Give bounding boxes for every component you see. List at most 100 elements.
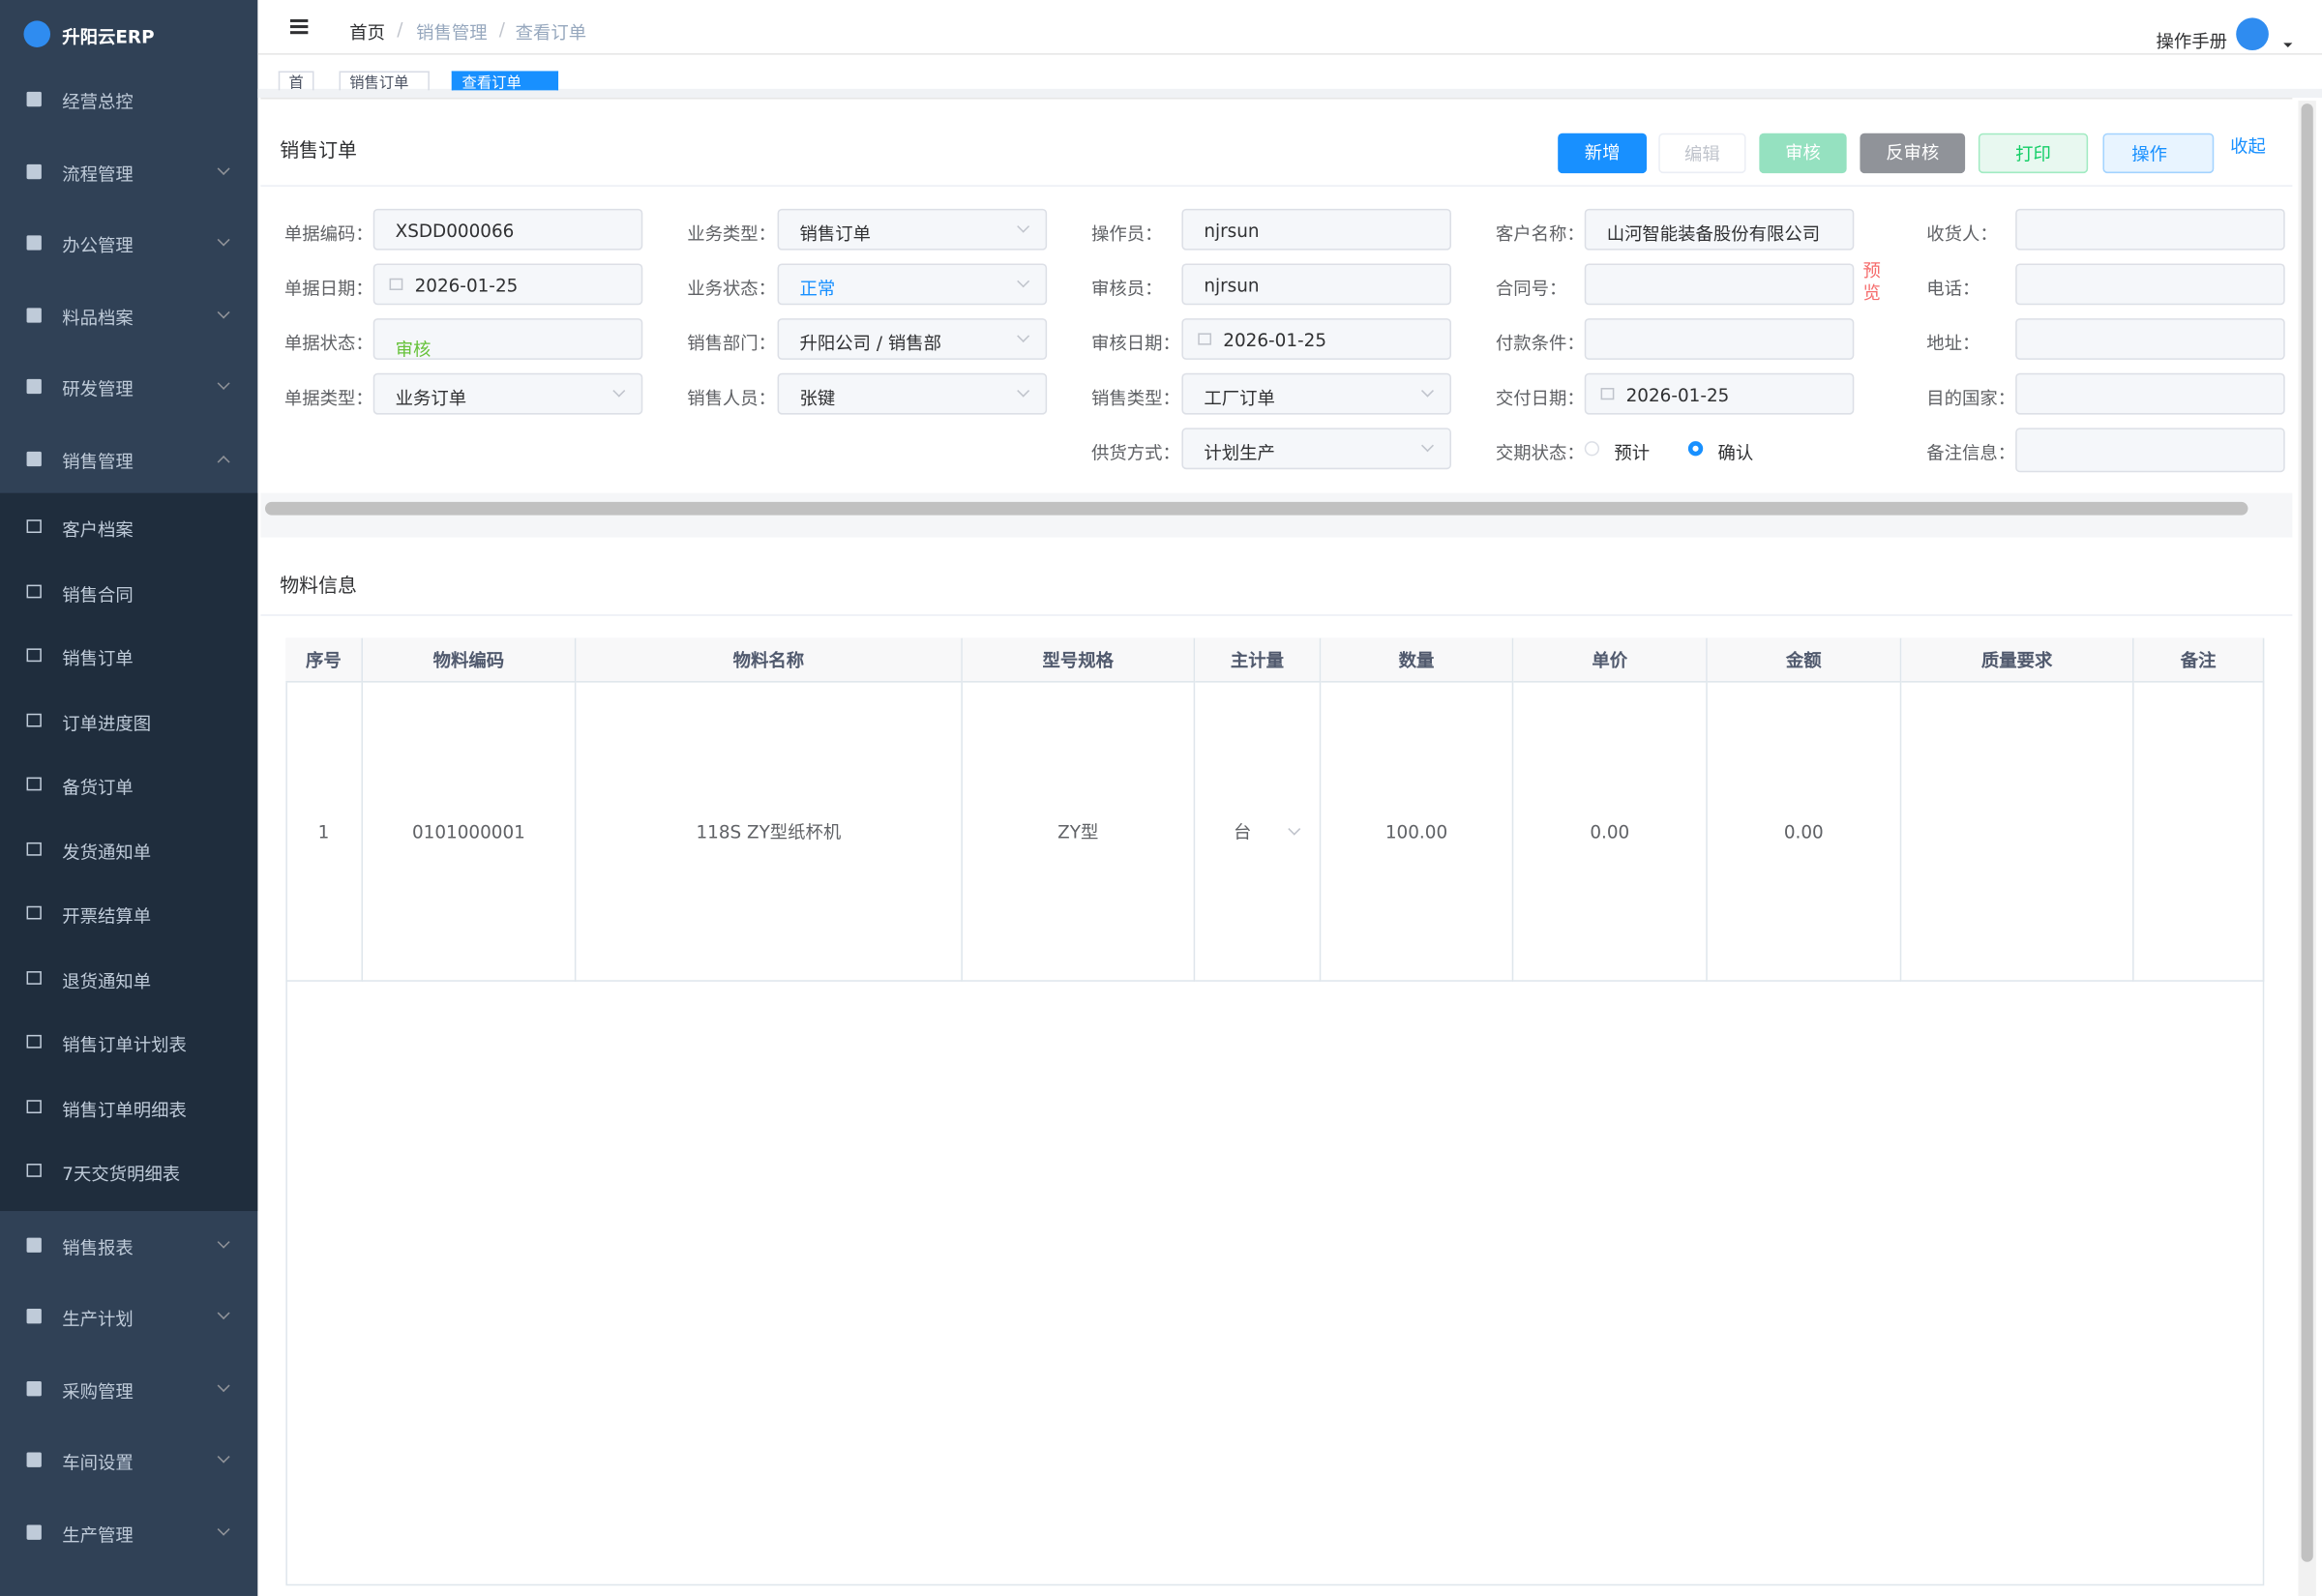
text-input[interactable] — [2015, 318, 2285, 360]
field-value: njrsun — [1204, 275, 1260, 297]
submenu-item[interactable]: 退货通知单 — [0, 947, 257, 1012]
menu-item[interactable]: 销售报表 — [0, 1210, 257, 1281]
menu-icon — [26, 451, 42, 466]
action-button[interactable]: 打印 — [1978, 133, 2089, 174]
dropdown-arrow — [1421, 384, 1434, 398]
submenu-item[interactable]: 销售订单计划表 — [0, 1011, 257, 1076]
action-button[interactable]: 操作 — [2102, 133, 2215, 174]
menu-label: 料品档案 — [62, 307, 134, 329]
h-scrollbar[interactable] — [264, 501, 2248, 516]
text-input[interactable]: 审核 — [372, 318, 643, 360]
action-button[interactable]: 编辑 — [1658, 133, 1746, 174]
submenu-label: 开票结算单 — [62, 905, 152, 928]
text-input[interactable]: 2026-01-25 — [1181, 318, 1451, 360]
calendar-icon — [389, 278, 403, 290]
radio[interactable] — [1687, 441, 1704, 457]
field-label: 交期状态： — [1495, 442, 1585, 464]
field-value: 计划生产 — [1204, 442, 1275, 464]
table-header: 金额 — [1707, 637, 1902, 683]
tab[interactable]: 首页 — [278, 71, 314, 91]
radio[interactable] — [1584, 441, 1600, 457]
text-input[interactable] — [2015, 428, 2285, 473]
tab[interactable]: 查看订单 — [451, 71, 559, 91]
submenu-item[interactable]: 开票结算单 — [0, 882, 257, 947]
menu-item[interactable]: 生产计划 — [0, 1282, 257, 1352]
submenu-item[interactable]: 备货订单 — [0, 754, 257, 818]
menu-arrow — [217, 162, 230, 175]
menu-item[interactable]: 加工车间 — [0, 1569, 257, 1596]
field-label: 单据编码： — [283, 223, 373, 245]
field-value: 2026-01-25 — [1625, 384, 1730, 406]
menu-item[interactable]: 采购管理 — [0, 1354, 257, 1425]
table-header: 备注 — [2133, 637, 2265, 683]
text-input[interactable]: 2026-01-25 — [1584, 372, 1855, 415]
submenu-item[interactable]: 7天交货明细表 — [0, 1140, 257, 1205]
avatar-caret[interactable] — [2283, 43, 2293, 51]
text-input[interactable]: njrsun — [1181, 208, 1451, 251]
menu-icon — [26, 1309, 42, 1324]
manual-link[interactable]: 操作手册 — [2156, 31, 2228, 52]
submenu-item[interactable]: 销售订单 — [0, 625, 257, 690]
select-input[interactable]: 张键 — [777, 372, 1048, 415]
menu-item[interactable]: 流程管理 — [0, 137, 257, 208]
text-input[interactable] — [2015, 263, 2285, 306]
tab[interactable]: 销售订单 — [339, 71, 430, 91]
text-input[interactable] — [1584, 318, 1855, 360]
table-cell — [1901, 682, 2134, 982]
text-input[interactable] — [2015, 372, 2285, 415]
action-button[interactable]: 新增 — [1558, 133, 1648, 174]
menu-item[interactable]: 车间设置 — [0, 1426, 257, 1496]
table-cell — [2133, 682, 2265, 982]
breadcrumb-item[interactable]: 首页 — [349, 21, 385, 44]
select-input[interactable]: 销售订单 — [777, 208, 1048, 251]
field-label: 销售部门： — [687, 333, 777, 354]
action-button[interactable]: 审核 — [1759, 133, 1847, 174]
action-button[interactable]: 反审核 — [1860, 133, 1966, 174]
submenu-icon — [26, 905, 42, 920]
select-input[interactable]: 升阳公司 / 销售部 — [777, 318, 1048, 360]
v-scrollbar[interactable] — [2301, 103, 2313, 1562]
table-cell[interactable]: 台 — [1195, 682, 1322, 982]
divider — [260, 614, 2293, 616]
submenu-item[interactable]: 销售合同 — [0, 560, 257, 625]
menu-label: 经营总控 — [62, 91, 134, 113]
text-input[interactable] — [2015, 208, 2285, 251]
menu-icon — [26, 1452, 42, 1467]
field-value: 业务订单 — [395, 388, 467, 409]
select-input[interactable]: 正常 — [777, 263, 1048, 306]
field-label: 客户名称： — [1495, 223, 1585, 245]
text-input[interactable]: 2026-01-25 — [372, 263, 643, 306]
menu-item[interactable]: 经营总控 — [0, 65, 257, 135]
text-input[interactable]: njrsun — [1181, 263, 1451, 306]
submenu-item[interactable]: 销售订单明细表 — [0, 1076, 257, 1140]
submenu-item[interactable]: 客户档案 — [0, 496, 257, 561]
submenu-item[interactable]: 订单进度图 — [0, 689, 257, 754]
select-input[interactable]: 工厂订单 — [1181, 372, 1451, 415]
menu-toggle[interactable] — [289, 25, 309, 29]
preview-link[interactable]: 预览 — [1862, 260, 1881, 304]
submenu-label: 备货订单 — [62, 777, 134, 798]
collapse-link[interactable]: 收起 — [2230, 135, 2266, 158]
text-input[interactable]: 山河智能装备股份有限公司 — [1584, 208, 1855, 251]
submenu-icon — [26, 712, 42, 726]
cell-text: 1 — [317, 821, 330, 842]
avatar[interactable] — [2236, 17, 2269, 51]
menu-item[interactable]: 研发管理 — [0, 352, 257, 423]
submenu-icon — [26, 1034, 42, 1049]
submenu-label: 销售订单明细表 — [62, 1099, 187, 1120]
radio-label[interactable]: 确认 — [1717, 442, 1754, 464]
menu-item[interactable]: 办公管理 — [0, 209, 257, 280]
menu-item[interactable]: 销售管理 — [0, 425, 257, 495]
radio-label[interactable]: 预计 — [1614, 442, 1651, 464]
select-input[interactable]: 业务订单 — [372, 372, 643, 415]
field-label: 电话： — [1926, 278, 1980, 300]
select-input[interactable]: 计划生产 — [1181, 428, 1451, 470]
topbar: 操作手册 首页 / 销售管理 / 查看订单 — [257, 0, 2322, 55]
menu-item[interactable]: 生产管理 — [0, 1497, 257, 1568]
menu-label: 生产管理 — [62, 1523, 134, 1546]
submenu-label: 销售订单 — [62, 648, 134, 669]
text-input[interactable]: XSDD000066 — [372, 208, 643, 251]
text-input[interactable] — [1584, 263, 1855, 306]
submenu-item[interactable]: 发货通知单 — [0, 818, 257, 883]
menu-item[interactable]: 料品档案 — [0, 281, 257, 351]
